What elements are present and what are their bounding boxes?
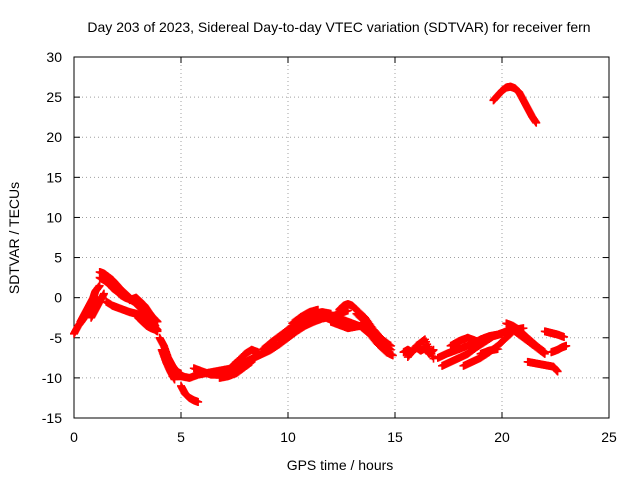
data-points: [70, 82, 571, 406]
y-tick-label: -10: [42, 370, 62, 386]
x-tick-label: 20: [494, 429, 510, 445]
series-peak-d: [125, 293, 162, 326]
chart-title: Day 203 of 2023, Sidereal Day-to-day VTE…: [87, 19, 590, 35]
x-axis-label: GPS time / hours: [287, 457, 394, 473]
data-point: [429, 354, 438, 363]
series-early-rise-a: [76, 281, 104, 326]
data-point: [562, 341, 571, 350]
grid-lines: [74, 57, 609, 418]
series-outlier: [489, 82, 541, 127]
series-early-rise-b: [87, 289, 108, 322]
series-late-b: [438, 329, 506, 370]
series-peak2-c: [523, 357, 562, 376]
data-point: [99, 289, 108, 298]
axis-ticks: 0 5 10 15 20 25 -15 -10 -5 0 5 10 15 20 25 30: [42, 49, 617, 445]
series-mid-b: [403, 335, 438, 363]
data-point: [493, 345, 502, 354]
y-axis-label: SDTVAR / TECUs: [6, 182, 22, 294]
series-trough-c: [215, 357, 256, 382]
series-rise-a: [249, 306, 352, 362]
x-tick-label: 0: [70, 429, 78, 445]
data-point: [472, 336, 481, 345]
y-tick-label: 10: [46, 209, 62, 225]
y-tick-label: 5: [54, 250, 62, 266]
series-peak-e: [134, 313, 162, 336]
plot-frame: [73, 56, 610, 419]
series-late-d: [446, 333, 481, 350]
data-point: [247, 357, 256, 366]
series-late-e: [476, 345, 502, 358]
y-tick-label: 25: [46, 89, 62, 105]
y-tick-label: 15: [46, 169, 62, 185]
series-rise-d: [288, 305, 322, 328]
x-tick-label: 15: [387, 429, 403, 445]
series-hump-d: [352, 309, 395, 350]
data-point: [553, 367, 562, 376]
x-tick-label: 25: [601, 429, 617, 445]
series-dip-tail: [177, 381, 203, 406]
series-right-a: [540, 327, 569, 341]
series-trough-d: [228, 345, 263, 370]
x-tick-label: 10: [280, 429, 296, 445]
data-point: [532, 118, 541, 127]
data-point: [560, 332, 569, 341]
y-tick-label: 0: [54, 290, 62, 306]
y-tick-label: 20: [46, 129, 62, 145]
data-point: [498, 329, 506, 338]
data-point: [95, 281, 104, 290]
y-tick-label: 30: [46, 49, 62, 65]
data-point: [386, 341, 395, 350]
data-point: [153, 317, 162, 326]
x-tick-label: 5: [177, 429, 185, 445]
series-peak2-b: [508, 325, 549, 358]
series-drop-2: [157, 345, 179, 384]
series-right-b: [547, 341, 571, 357]
data-point: [313, 305, 322, 314]
y-tick-label: -5: [50, 330, 63, 346]
data-point: [194, 397, 203, 406]
data-point: [153, 327, 162, 336]
data-point: [388, 351, 397, 360]
data-point: [540, 349, 549, 358]
y-tick-label: -15: [42, 410, 62, 426]
